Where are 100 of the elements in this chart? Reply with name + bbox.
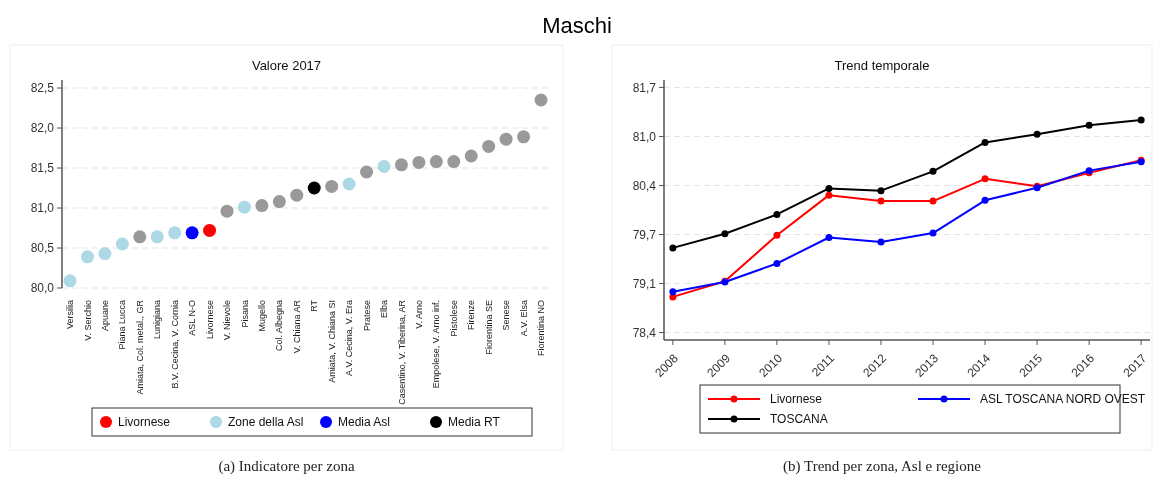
x-tick-label: Col. Albegna	[274, 300, 285, 352]
x-tick-label: Firenze	[466, 300, 477, 331]
legend-label: TOSCANA	[770, 412, 828, 427]
point	[290, 188, 304, 202]
point	[1137, 116, 1145, 124]
point	[429, 155, 443, 169]
x-tick-label: A.V. Cecina, V. Era	[344, 300, 355, 376]
x-tick-label: Empolese, V. Arno inf.	[431, 300, 442, 389]
text: (a) Indicatore per zona	[218, 458, 355, 475]
point	[360, 165, 374, 179]
x-tick-label: V. Arno	[414, 300, 425, 329]
point	[825, 233, 833, 241]
point	[185, 226, 199, 240]
x-tick-label: Elba	[379, 300, 390, 319]
y-tick-label: 80,4	[632, 178, 657, 193]
point	[342, 177, 356, 191]
x-tick-label: ASL N-O	[187, 300, 198, 336]
point	[203, 223, 217, 237]
point	[929, 167, 937, 175]
y-tick-label: 81,5	[30, 161, 55, 176]
point	[825, 184, 833, 192]
text: (b) Trend per zona, Asl e regione	[783, 458, 982, 475]
point	[981, 175, 989, 183]
x-tick-label: Pistolese	[448, 300, 459, 337]
point	[877, 238, 885, 246]
x-tick-label: Pisana	[239, 300, 250, 328]
point	[272, 195, 286, 209]
point	[981, 138, 989, 146]
point	[877, 187, 885, 195]
point	[773, 210, 781, 218]
y-tick-label: 81,0	[30, 201, 55, 216]
legend-label: Media Asl	[338, 415, 391, 430]
y-tick-label: 79,7	[632, 227, 657, 242]
x-tick-label: V. Serchio	[82, 300, 93, 341]
text: Maschi	[542, 13, 612, 38]
x-tick-label: RT	[309, 299, 320, 312]
x-tick-label: Amiata, Col. metal., GR	[134, 299, 145, 395]
y-tick-label: 82,0	[30, 121, 55, 136]
point	[255, 199, 269, 213]
point	[447, 155, 461, 169]
point	[1033, 130, 1041, 138]
x-tick-label: Lunigiana	[152, 300, 163, 340]
x-tick-label: Fiorentina SE	[483, 300, 494, 355]
x-tick-label: Piana Lucca	[117, 300, 128, 350]
y-tick-label: 80,5	[30, 241, 55, 256]
x-tick-label: Pratese	[361, 300, 372, 332]
chart-title: Valore 2017	[251, 58, 322, 73]
x-tick-label: Casentino, V. Tiberina, AR	[396, 299, 407, 405]
legend-label: ASL TOSCANA NORD OVEST	[980, 392, 1146, 407]
x-tick-label: Apuane	[100, 300, 111, 332]
x-tick-label: Versilia	[65, 300, 76, 330]
x-tick-label: V. Chiana AR	[291, 299, 302, 354]
point	[929, 197, 937, 205]
point	[499, 132, 513, 146]
x-tick-label: Fiorentina NO	[536, 300, 547, 357]
point	[394, 158, 408, 172]
point	[773, 259, 781, 267]
point	[1085, 121, 1093, 129]
point	[482, 139, 496, 153]
legend-label: Media RT	[448, 415, 501, 430]
y-tick-label: 79,1	[632, 276, 657, 291]
point	[168, 226, 182, 240]
point	[721, 230, 729, 238]
chart-title: Trend temporale	[834, 58, 930, 73]
x-tick-label: Senese	[501, 300, 512, 331]
y-tick-label: 82,5	[30, 81, 55, 96]
legend-label: Livornese	[118, 415, 171, 430]
point	[669, 244, 677, 252]
point	[80, 250, 94, 264]
legend-label: Zone della Asl	[228, 415, 304, 430]
point	[773, 231, 781, 239]
y-tick-label: 78,4	[632, 325, 657, 340]
point	[929, 229, 937, 237]
point	[307, 181, 321, 195]
x-tick-label: Livornese	[204, 300, 215, 340]
point	[412, 155, 426, 169]
point	[981, 196, 989, 204]
y-tick-label: 81,7	[632, 80, 657, 95]
point	[133, 230, 147, 244]
y-tick-label: 81,0	[632, 129, 657, 144]
point	[825, 191, 833, 199]
point	[237, 200, 251, 214]
point	[377, 159, 391, 173]
point	[220, 204, 234, 218]
point	[63, 274, 77, 288]
point	[325, 179, 339, 193]
x-tick-label: B.V. Cecina, V. Cornia	[169, 300, 180, 389]
point	[534, 93, 548, 107]
point	[98, 247, 112, 261]
x-tick-label: V. Nievole	[222, 300, 233, 341]
point	[115, 237, 129, 251]
y-tick-label: 80,0	[30, 281, 55, 296]
point	[464, 149, 478, 163]
x-tick-label: A.V. Elsa	[518, 300, 529, 337]
point	[669, 288, 677, 296]
x-tick-label: Amiata, V. Chiana SI	[326, 300, 337, 383]
point	[517, 130, 531, 144]
legend-label: Livornese	[770, 392, 823, 407]
point	[150, 230, 164, 244]
point	[877, 197, 885, 205]
